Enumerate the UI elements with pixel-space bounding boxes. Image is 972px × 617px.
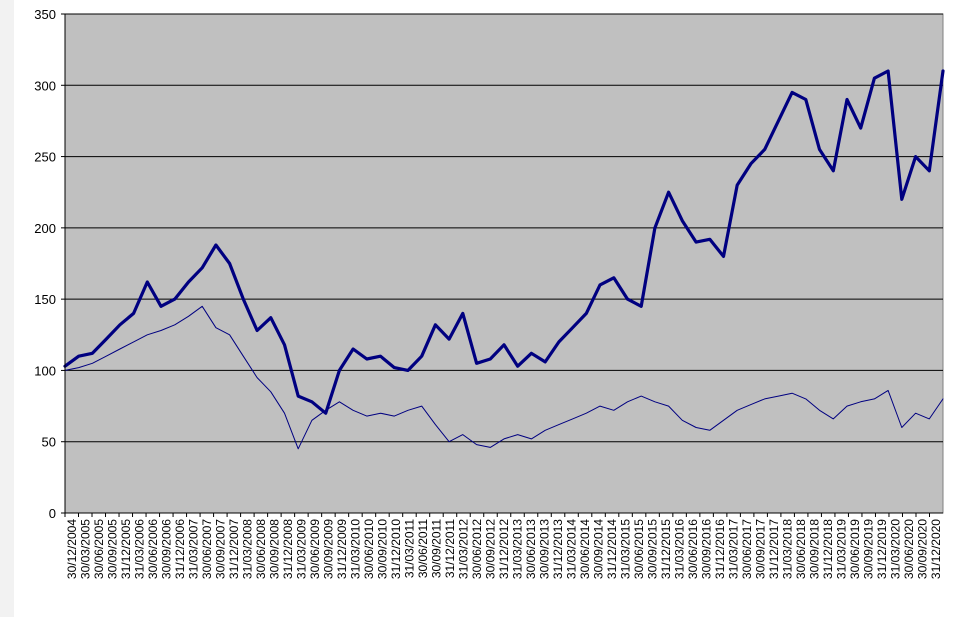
x-tick-label: 31/03/2018 — [781, 519, 795, 579]
x-tick-label: 30/06/2010 — [362, 519, 376, 579]
x-tick-label: 31/12/2011 — [443, 519, 457, 578]
x-tick-label: 30/06/2014 — [578, 519, 592, 579]
x-tick-label: 30/09/2009 — [321, 519, 335, 579]
y-tick-label: 50 — [42, 435, 56, 450]
x-tick-label: 30/06/2009 — [308, 519, 322, 579]
x-tick-label: 30/06/2006 — [146, 519, 160, 579]
x-tick-label: 30/09/2006 — [159, 519, 173, 579]
x-tick-label: 30/06/2017 — [740, 519, 754, 579]
x-tick-label: 30/09/2005 — [105, 519, 119, 579]
y-tick-label: 150 — [34, 292, 56, 307]
x-axis: 30/12/2004 30/03/2005 30/06/2005 30/09/2005… — [64, 512, 943, 579]
y-tick-label: 0 — [49, 506, 56, 521]
x-tick-label: 31/12/2018 — [821, 519, 835, 579]
x-tick-label: 31/12/2009 — [335, 519, 349, 579]
x-tick-label: 30/06/2012 — [470, 519, 484, 579]
plot-area — [64, 13, 944, 514]
x-tick-label: 31/03/2017 — [727, 519, 741, 579]
y-tick-label: 350 — [34, 7, 56, 22]
grid-lines — [65, 13, 943, 443]
x-tick-label: 31/12/2020 — [929, 519, 943, 579]
x-tick-label: 30/06/2020 — [902, 519, 916, 579]
x-tick-label: 30/06/2013 — [524, 519, 538, 579]
x-tick-label: 30/09/2007 — [213, 519, 227, 579]
x-tick-label: 30/09/2017 — [754, 519, 768, 579]
x-tick-label: 31/03/2012 — [456, 519, 470, 579]
x-tick-label: 31/12/2014 — [605, 519, 619, 579]
x-tick-label: 31/12/2017 — [767, 519, 781, 579]
x-tick-label: 30/06/2018 — [794, 519, 808, 579]
x-tick-label: 31/12/2019 — [875, 519, 889, 579]
y-tick-label: 100 — [34, 363, 56, 378]
x-tick-label: 30/06/2019 — [848, 519, 862, 579]
x-tick-label: 30/03/2005 — [78, 519, 92, 579]
x-tick-label: 31/03/2015 — [619, 519, 633, 579]
x-tick-label: 30/09/2019 — [862, 519, 876, 579]
x-tick-label: 30/09/2015 — [646, 519, 660, 579]
x-tick-label: 31/12/2007 — [227, 519, 241, 579]
x-tick-label: 30/06/2005 — [92, 519, 106, 579]
x-tick-label: 31/12/2010 — [389, 519, 403, 579]
x-tick-label: 30/09/2008 — [267, 519, 281, 579]
x-tick-label: 31/12/2006 — [173, 519, 187, 579]
x-tick-label: 31/03/2014 — [565, 519, 579, 579]
series-line-thick — [63, 69, 945, 415]
left-margin-strip — [0, 0, 14, 617]
x-tick-label: 31/03/2019 — [835, 519, 849, 579]
x-tick-label: 31/03/2006 — [132, 519, 146, 579]
y-tick-label: 250 — [34, 150, 56, 165]
x-tick-label: 30/09/2016 — [700, 519, 714, 579]
y-axis: 0 50 100 150 200 250 300 350 — [34, 7, 66, 521]
x-tick-label: 31/12/2013 — [551, 519, 565, 579]
x-tick-label: 30/09/2012 — [483, 519, 497, 579]
x-tick-label: 31/03/2020 — [889, 519, 903, 579]
x-tick-label: 31/12/2015 — [659, 519, 673, 579]
x-tick-label: 30/09/2013 — [538, 519, 552, 579]
x-tick-label: 31/03/2011 — [402, 519, 416, 578]
x-tick-label: 30/06/2016 — [686, 519, 700, 579]
y-tick-label: 200 — [34, 221, 56, 236]
x-tick-label: 31/12/2005 — [119, 519, 133, 579]
x-tick-label: 30/09/2014 — [592, 519, 606, 579]
x-tick-label: 31/12/2016 — [713, 519, 727, 579]
x-tick-label: 30/06/2008 — [254, 519, 268, 579]
x-tick-label: 30/09/2020 — [916, 519, 930, 579]
x-tick-label: 30/06/2015 — [632, 519, 646, 579]
x-tick-label: 31/03/2007 — [186, 519, 200, 579]
x-tick-label: 30/06/2007 — [200, 519, 214, 579]
x-tick-label: 30/06/2011 — [416, 519, 430, 578]
y-tick-label: 300 — [34, 78, 56, 93]
x-tick-label: 31/03/2016 — [673, 519, 687, 579]
x-tick-label: 31/03/2013 — [511, 519, 525, 579]
series-lines — [63, 69, 945, 450]
x-tick-label: 31/12/2008 — [281, 519, 295, 579]
x-tick-label: 31/03/2010 — [348, 519, 362, 579]
x-tick-label: 30/12/2004 — [65, 519, 79, 579]
x-tick-label: 30/09/2011 — [429, 519, 443, 578]
x-tick-label: 31/03/2008 — [240, 519, 254, 579]
x-tick-label: 31/12/2012 — [497, 519, 511, 579]
x-tick-label: 30/09/2010 — [375, 519, 389, 579]
series-line-thin — [64, 305, 944, 450]
x-tick-label: 31/03/2009 — [294, 519, 308, 579]
x-tick-label: 30/09/2018 — [808, 519, 822, 579]
